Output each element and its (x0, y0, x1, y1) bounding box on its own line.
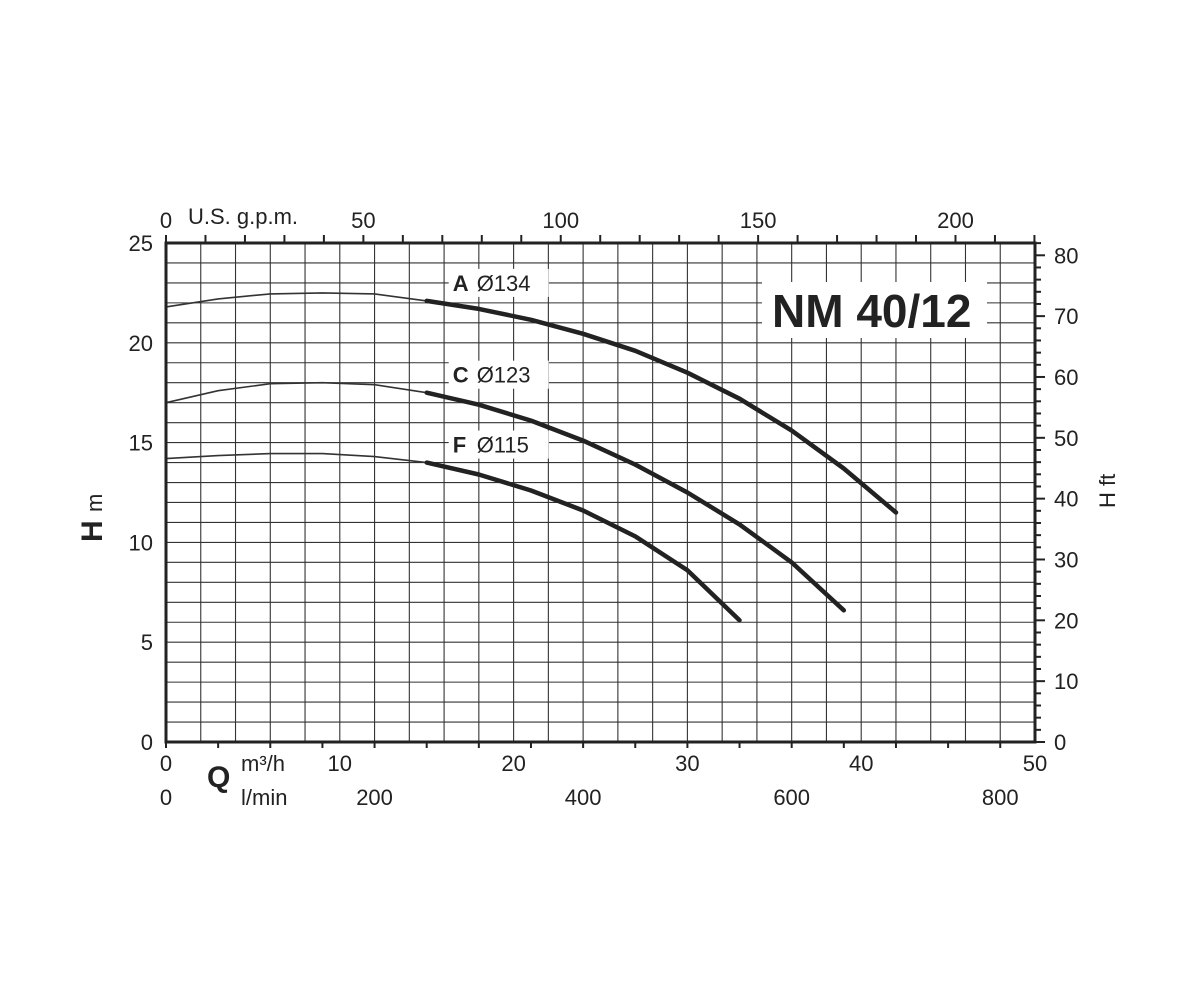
y-tick-label: 10 (129, 530, 153, 555)
y-tick-label: 5 (141, 630, 153, 655)
curve-c-thick (424, 390, 847, 613)
right-tick-label: 10 (1054, 669, 1078, 694)
curve-c-thin (165, 381, 427, 404)
right-axis-title: H ft (1095, 474, 1120, 508)
y-tick-label: 0 (141, 730, 153, 755)
curve-a-thick (424, 298, 899, 515)
x-tick-label: 30 (675, 751, 699, 776)
curve-label-background (448, 430, 549, 459)
gpm-tick-label: 100 (542, 208, 579, 233)
right-tick-label: 40 (1054, 487, 1078, 512)
curve-diameter: Ø115 (477, 433, 529, 458)
title-background (762, 282, 987, 338)
curve-letter: F (453, 433, 466, 458)
lmin-tick-label: 0 (160, 785, 172, 810)
head-unit: m (82, 494, 107, 512)
right-tick-label: 50 (1054, 426, 1078, 451)
curve-a-thin (165, 292, 427, 308)
flow-symbol: Q (207, 761, 230, 794)
gpm-tick-label: 50 (351, 208, 375, 233)
x-tick-label: 0 (160, 751, 172, 776)
x-tick-label: 20 (501, 751, 525, 776)
x-tick-label: 50 (1023, 751, 1047, 776)
curve-letter: A (453, 271, 469, 296)
right-tick-label: 60 (1054, 365, 1078, 390)
curve-diameter: Ø134 (477, 271, 531, 296)
plot-frame (164, 235, 1045, 748)
right-tick-label: 70 (1054, 304, 1078, 329)
right-tick-label: 0 (1054, 730, 1066, 755)
lmin-tick-label: 200 (356, 785, 393, 810)
head-symbol: H (76, 520, 109, 542)
flow-unit-lmin: l/min (241, 785, 287, 810)
right-axis-label: H ft (1095, 474, 1120, 508)
curve-diameter: Ø123 (477, 363, 531, 388)
curve-label-background (448, 360, 549, 389)
x-tick-label: 40 (849, 751, 873, 776)
lmin-tick-label: 400 (565, 785, 602, 810)
y-tick-label: 20 (129, 331, 153, 356)
x-tick-label: 10 (328, 751, 352, 776)
gpm-tick-label: 0 (160, 208, 172, 233)
y-axis-title: Hm (76, 494, 109, 542)
curve-f-thick (424, 460, 742, 623)
right-tick-label: 20 (1054, 608, 1078, 633)
gpm-tick-label: 200 (937, 208, 974, 233)
right-tick-label: 80 (1054, 243, 1078, 268)
chart-title: NM 40/12 (772, 285, 971, 337)
lmin-tick-label: 800 (982, 785, 1019, 810)
curve-letter: C (453, 363, 469, 388)
curve-label-background (448, 268, 549, 297)
y-tick-label: 25 (129, 231, 153, 256)
right-tick-label: 30 (1054, 547, 1078, 572)
gpm-tick-label: 150 (740, 208, 777, 233)
title-box: NM 40/12 (762, 282, 987, 338)
performance-curves: A Ø134 C Ø123 F Ø115 (165, 268, 899, 623)
flow-unit-m3h: m³/h (241, 751, 285, 776)
curve-f-thin (165, 452, 427, 464)
gpm-unit-label: U.S. g.p.m. (188, 204, 298, 229)
lmin-tick-label: 600 (773, 785, 810, 810)
y-tick-label: 15 (129, 431, 153, 456)
